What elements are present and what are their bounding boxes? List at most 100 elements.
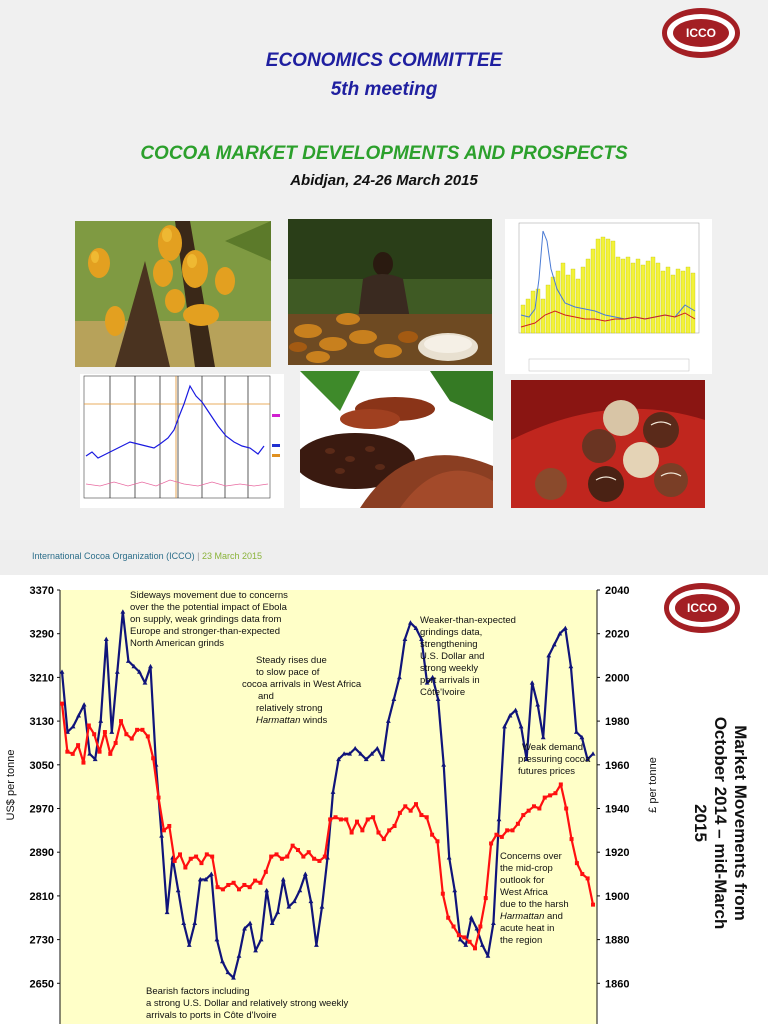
usd-point [485,953,491,958]
usd-point [87,751,93,756]
gbp-point [387,828,392,833]
usd-point [192,920,198,926]
gbp-point [371,815,376,820]
gbp-point [60,701,64,706]
usd-point [98,718,104,723]
annotation-weaker-grindings: Weaker-than-expected grindings data, str… [420,615,519,698]
gbp-point [355,819,359,824]
usd-point [430,674,435,680]
gbp-point [591,902,595,907]
gbp-point [381,837,386,842]
gbp-point [440,891,445,896]
gbp-point [392,823,397,828]
usd-point [408,620,413,625]
usd-point [524,756,530,762]
gbp-point [70,751,75,756]
logo-text: ICCO [672,19,730,47]
usd-point [330,789,336,794]
usd-point [137,669,142,674]
usd-point [546,652,552,658]
usd-point [441,762,447,767]
usd-point [502,723,507,729]
gbp-point [360,828,365,833]
gbp-point [204,852,209,857]
gbp-point [446,915,451,920]
gbp-point [585,876,590,881]
gbp-point [344,817,349,822]
mini-bar-chart-image [505,219,712,374]
usd-point [203,876,209,882]
y-tick-right: 2020 [605,629,629,641]
gbp-point [435,839,440,844]
gbp-point [548,793,553,798]
cocoa-pods-photo [75,221,271,367]
usd-point [236,953,242,958]
gbp-point [161,828,166,833]
usd-point [103,636,109,641]
usd-point [574,729,579,734]
footer-separator: | [197,551,200,561]
usd-point [452,887,458,893]
usd-point [562,625,568,631]
y-tick-right: 1920 [605,847,629,859]
gbp-point [86,723,91,728]
gbp-point [263,869,268,874]
gbp-point [569,837,574,842]
gbp-point [430,832,435,837]
icco-logo: ICCO [662,8,740,58]
y-tick-left: 2730 [30,935,54,947]
gbp-point [237,887,241,892]
gbp-point [526,808,531,813]
usd-point [164,909,170,915]
annotation-bearish: Bearish factors including a strong U.S. … [146,986,351,1021]
usd-point [92,756,98,762]
gbp-point [424,815,429,820]
usd-point [363,756,369,762]
gbp-point [258,880,263,885]
usd-point [336,756,341,762]
usd-point [551,642,557,647]
gbp-point [408,808,413,813]
gbp-point [553,791,558,796]
gbp-point [140,727,145,732]
gbp-point [414,802,418,807]
usd-point [374,745,380,751]
location-date: Abidjan, 24-26 March 2015 [290,172,478,189]
usd-point [70,723,76,729]
gbp-point [188,856,193,861]
usd-point [220,958,225,964]
usd-point [208,871,214,876]
slide-subtitle: COCOA MARKET DEVELOPMENTS AND PROSPECTS [140,143,628,164]
usd-point [419,636,424,641]
gbp-point [558,782,563,787]
gbp-point [328,817,333,822]
gbp-point [167,823,172,828]
usd-point [286,904,292,909]
gbp-point [505,828,510,833]
y-tick-left: 2890 [30,847,54,859]
usd-point [446,855,452,860]
icco-logo-slide2: ICCO [664,583,740,633]
title-line1: ECONOMICS COMMITTEE [265,50,503,71]
logo-text: ICCO [674,594,730,622]
chocolates-illustration [511,380,705,508]
usd-point [109,729,115,734]
cocoa-beans-powder-photo [300,371,493,508]
gbp-point [231,880,236,885]
gbp-point [467,939,472,944]
usd-point [247,920,253,926]
gbp-point [322,854,327,859]
usd-point [159,833,164,838]
usd-point [579,734,585,740]
gbp-point [564,806,569,811]
usd-point [424,680,430,685]
y-tick-right: 1960 [605,760,629,772]
gbp-point [317,858,322,863]
gbp-point [269,854,274,859]
mini-bar-chart-graphic [518,222,700,372]
usd-point [142,680,148,685]
usd-point [314,942,319,947]
price-chart-image [80,374,284,508]
gbp-point [333,815,338,820]
gbp-point [515,821,520,826]
